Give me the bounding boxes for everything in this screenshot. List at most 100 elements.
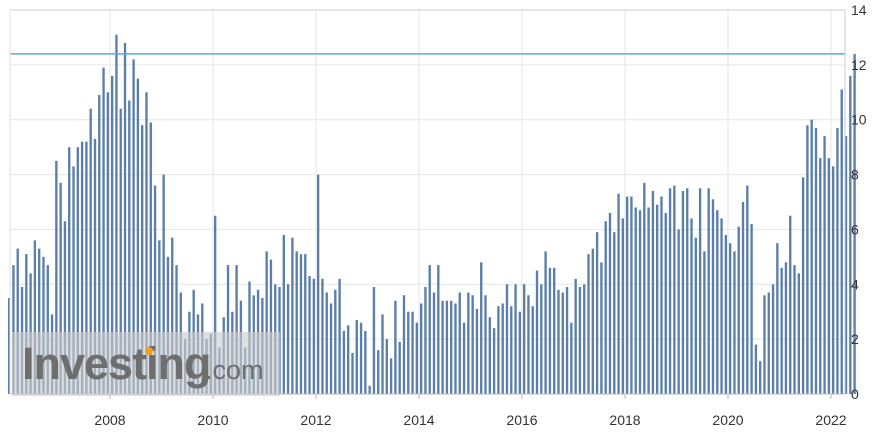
bar (33, 240, 37, 394)
bar (484, 295, 487, 394)
bar (814, 127, 818, 394)
bar (793, 265, 796, 394)
bar (797, 273, 800, 394)
bar (492, 328, 496, 394)
bar (72, 166, 75, 394)
bar (763, 295, 766, 394)
bar (789, 215, 792, 394)
bar (668, 188, 672, 394)
bar (673, 185, 676, 394)
bar (514, 284, 517, 394)
bar (141, 125, 144, 394)
bar (432, 292, 436, 394)
bar (501, 303, 504, 394)
bar (175, 265, 178, 394)
bar (377, 350, 380, 394)
bar (334, 289, 337, 394)
bar (548, 267, 552, 394)
bar (544, 251, 547, 394)
bar (153, 185, 157, 394)
bar (578, 287, 582, 394)
bar (574, 278, 577, 394)
bar (819, 158, 822, 394)
bar (411, 311, 414, 394)
bar (316, 174, 320, 394)
bar (85, 141, 88, 394)
bar (76, 147, 79, 394)
bar (840, 89, 843, 394)
bar (531, 306, 534, 394)
bar (398, 341, 401, 394)
x-tick-label: 2012 (300, 412, 331, 428)
bar (402, 295, 406, 394)
bar (407, 311, 410, 394)
bar (746, 185, 749, 394)
bar (759, 361, 762, 394)
bar (123, 42, 127, 394)
bar (385, 339, 388, 394)
bar (450, 300, 453, 394)
bar (621, 218, 625, 394)
logo-dot-icon (145, 347, 153, 355)
bar (716, 210, 719, 394)
y-tick-label: 8 (851, 167, 859, 183)
bar (282, 234, 285, 394)
bar (625, 196, 629, 394)
bar (823, 136, 826, 395)
bar (269, 259, 273, 394)
bar (329, 303, 333, 394)
bar (359, 322, 363, 394)
bar (213, 215, 217, 394)
bar (25, 254, 28, 394)
bar (437, 265, 440, 394)
bar (166, 256, 170, 394)
bar (711, 199, 715, 394)
bar (381, 314, 384, 394)
bar (810, 119, 813, 395)
bar (613, 232, 616, 394)
bar (158, 240, 161, 394)
bar (321, 278, 324, 394)
bar (364, 330, 367, 394)
bar (836, 127, 839, 394)
bar (7, 298, 11, 394)
bar (831, 166, 835, 394)
x-tick-label: 2022 (815, 412, 846, 428)
bar (522, 284, 526, 394)
bar (372, 287, 376, 394)
bar (338, 278, 341, 394)
bar (55, 160, 58, 394)
bar (347, 325, 350, 394)
bar (265, 251, 268, 394)
y-axis-labels: 0 2 4 6 8 10 12 14 (851, 2, 867, 402)
y-tick-label: 12 (851, 57, 867, 73)
investing-logo-watermark: Investing (22, 338, 212, 389)
bar (93, 138, 97, 394)
bar (527, 295, 530, 394)
bar (454, 303, 457, 394)
bar (634, 207, 637, 394)
bar (132, 59, 135, 395)
bar (286, 284, 290, 394)
y-tick-label: 10 (851, 112, 867, 128)
bar (42, 256, 45, 394)
bar (587, 254, 590, 394)
bar (471, 295, 474, 394)
bar (299, 254, 303, 394)
bar (12, 265, 15, 394)
y-tick-label: 14 (851, 2, 867, 18)
bar (445, 300, 449, 394)
bar (643, 182, 646, 394)
x-tick-label: 2018 (609, 412, 640, 428)
grid-lines (10, 9, 845, 394)
bar (119, 108, 122, 395)
bar (162, 174, 165, 394)
bar (304, 254, 307, 394)
bar (707, 188, 710, 394)
bar (510, 306, 513, 394)
bar (441, 300, 444, 394)
bar (724, 234, 728, 394)
bars (7, 34, 856, 395)
bar (518, 311, 522, 394)
bar (462, 322, 466, 394)
